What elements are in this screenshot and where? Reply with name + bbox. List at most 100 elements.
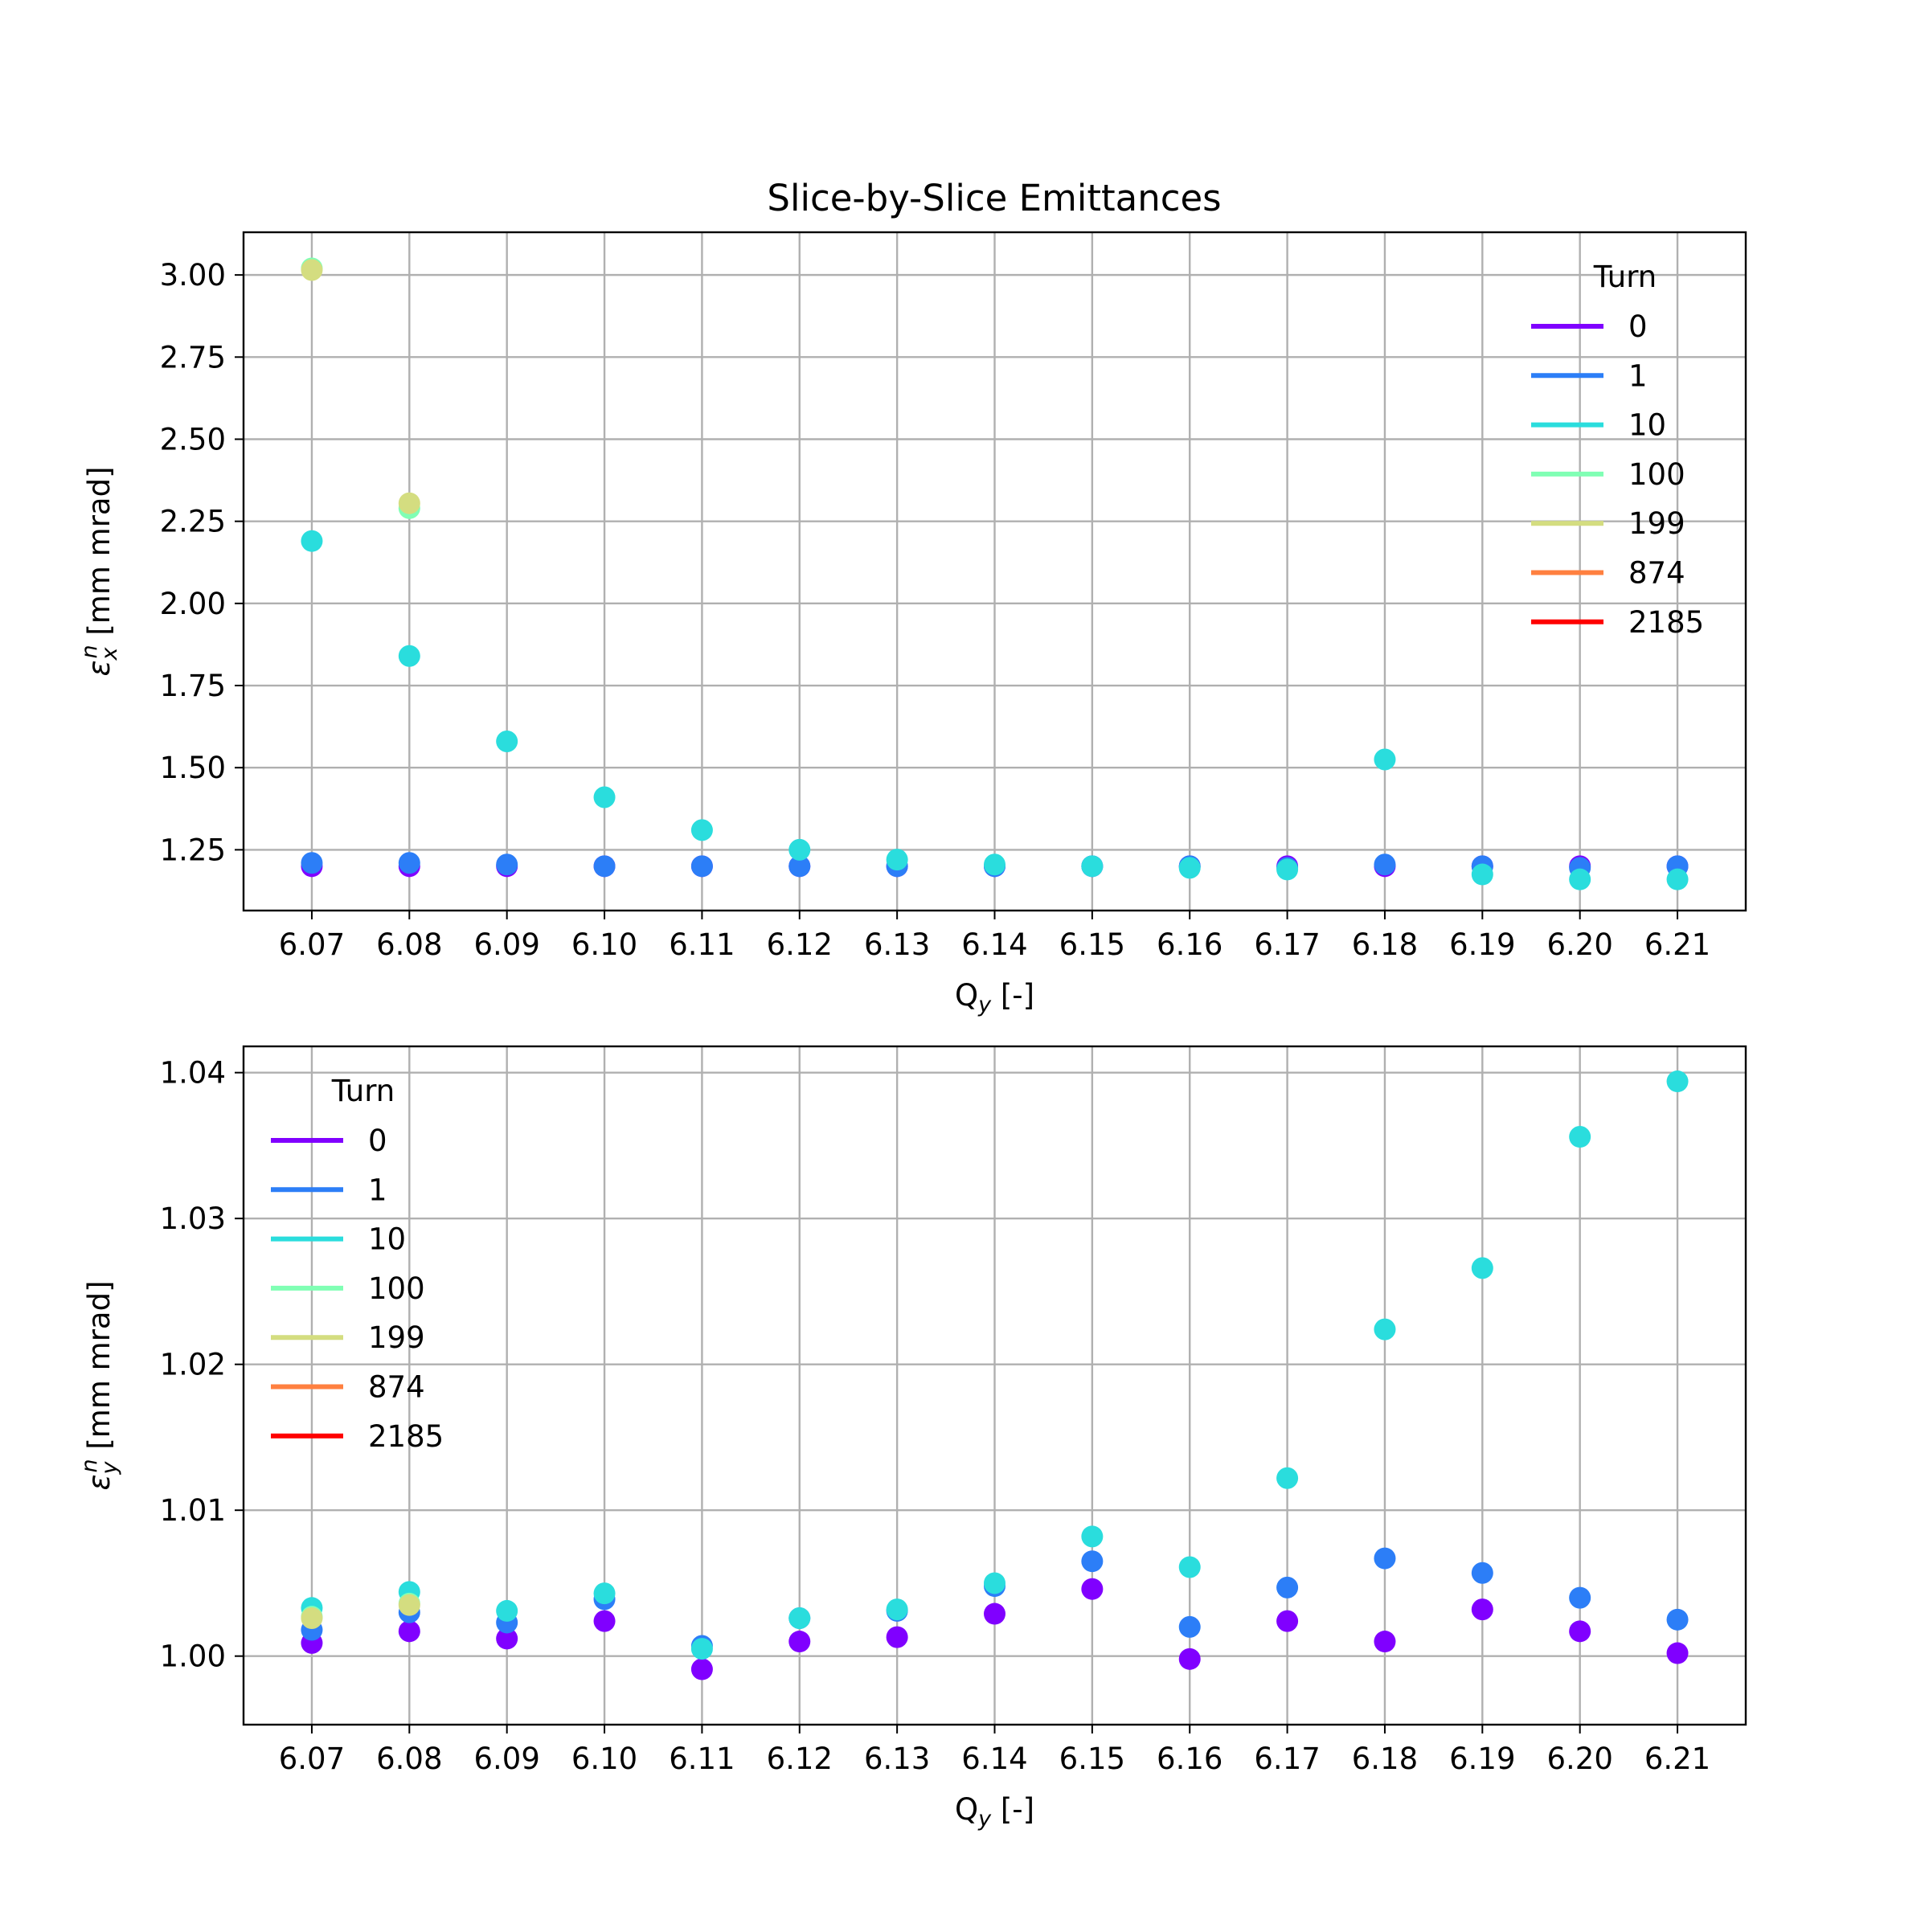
x-tick-label: 6.12: [767, 1742, 833, 1776]
data-point-turn-10: [1666, 1070, 1689, 1093]
legend-label: 10: [1628, 408, 1666, 443]
legend-label: 100: [368, 1271, 425, 1306]
y-tick-label: 1.50: [160, 751, 226, 785]
x-axis-label: Qy [-]: [955, 1792, 1034, 1832]
data-point-turn-10: [1471, 1257, 1493, 1279]
data-point-turn-1: [1374, 1547, 1396, 1570]
y-tick-label: 3.00: [160, 258, 226, 293]
legend-label: 199: [368, 1320, 425, 1355]
legend-title: Turn: [1593, 260, 1657, 294]
x-tick-label: 6.08: [376, 927, 442, 962]
data-point-turn-10: [1081, 855, 1104, 878]
legend-label: 199: [1628, 506, 1685, 541]
x-tick-label: 6.09: [473, 1742, 539, 1776]
data-point-turn-10: [1374, 748, 1396, 771]
emittance-y-panel: 6.07 6.08 6.09 6.10 6.11 6.12 6.13 6.14 6.15 6.16…: [77, 1045, 1747, 1832]
legend-label: 874: [1628, 556, 1685, 591]
axes-frame: [242, 231, 1747, 912]
data-point-turn-1: [1471, 1562, 1493, 1584]
data-point-turn-199: [398, 1594, 420, 1616]
data-point-turn-0: [398, 1620, 420, 1643]
data-point-turn-1: [1178, 1615, 1201, 1638]
data-point-turn-10: [1374, 1318, 1396, 1341]
grid: [244, 232, 1746, 911]
x-tick-label: 6.20: [1546, 1742, 1612, 1776]
x-tick-label: 6.13: [864, 927, 930, 962]
data-point-turn-10: [1569, 868, 1591, 890]
x-tick-label: 6.07: [279, 927, 345, 962]
y-tick-label: 2.75: [160, 340, 226, 375]
data-point-turn-10: [398, 645, 420, 667]
data-point-turn-10: [984, 853, 1005, 876]
x-tick-label: 6.15: [1059, 927, 1125, 962]
data-point-turn-10: [886, 1598, 908, 1621]
legend: Turn 0 1 10 100 199 874 2185: [271, 1074, 444, 1454]
data-point-turn-0: [593, 1610, 616, 1632]
x-tick-label: 6.19: [1449, 927, 1515, 962]
chart-title: Slice-by-Slice Emittances: [767, 177, 1221, 219]
data-point-turn-10: [690, 1638, 713, 1660]
legend-label: 100: [1628, 457, 1685, 492]
emittance-x-panel: 6.07 6.08 6.09 6.10 6.11 6.12 6.13 6.14 6.15 6.16…: [77, 231, 1747, 1017]
data-point-turn-10: [984, 1572, 1005, 1594]
x-tick-label: 6.17: [1254, 1742, 1320, 1776]
x-tick-label: 6.07: [279, 1742, 345, 1776]
data-point-turn-1: [1276, 1576, 1299, 1598]
data-point-turn-0: [496, 1627, 518, 1650]
data-point-turn-10: [690, 819, 713, 841]
x-tick-label: 6.14: [961, 1742, 1027, 1776]
data-point-turn-10: [301, 530, 323, 552]
y-tick-label: 1.00: [160, 1639, 226, 1674]
data-point-turn-1: [1081, 1550, 1104, 1573]
x-tick-label: 6.11: [669, 1742, 735, 1776]
x-tick-label: 6.10: [571, 927, 637, 962]
y-tick-label: 1.25: [160, 833, 226, 867]
data-point-turn-0: [690, 1658, 713, 1680]
legend-label: 0: [1628, 309, 1648, 344]
y-tick-label: 1.04: [160, 1056, 226, 1091]
data-point-turn-1: [496, 853, 518, 876]
legend-label: 1: [368, 1173, 387, 1207]
data-point-turn-10: [1178, 1556, 1201, 1578]
legend-title: Turn: [331, 1074, 395, 1108]
data-point-turn-10: [496, 1599, 518, 1622]
data-point-turn-0: [1569, 1620, 1591, 1643]
scatter-points: [301, 1070, 1689, 1680]
data-point-turn-0: [1374, 1631, 1396, 1653]
data-point-turn-0: [788, 1631, 811, 1653]
data-point-turn-10: [1666, 868, 1689, 890]
y-tick-label: 2.25: [160, 505, 226, 539]
x-tick-label: 6.13: [864, 1742, 930, 1776]
axes-frame: [242, 1045, 1747, 1726]
data-point-turn-1: [690, 855, 713, 878]
data-point-turn-1: [398, 852, 420, 874]
x-axis-label: Qy [-]: [955, 978, 1034, 1017]
x-tick-label: 6.16: [1157, 927, 1223, 962]
x-tick-label: 6.19: [1449, 1742, 1515, 1776]
data-point-turn-0: [984, 1602, 1005, 1625]
data-point-turn-0: [1666, 1642, 1689, 1664]
x-tick-label: 6.08: [376, 1742, 442, 1776]
x-tick-label: 6.14: [961, 927, 1027, 962]
y-axis-label: εyn [mm mrad]: [77, 1280, 122, 1490]
data-point-turn-10: [1276, 858, 1299, 881]
data-point-turn-0: [1471, 1598, 1493, 1621]
data-point-turn-1: [1666, 1608, 1689, 1631]
legend-label: 2185: [1628, 605, 1704, 640]
x-tick-label: 6.21: [1644, 927, 1710, 962]
x-tick-label: 6.18: [1352, 1742, 1418, 1776]
x-tick-label: 6.15: [1059, 1742, 1125, 1776]
data-point-turn-0: [1178, 1648, 1201, 1670]
data-point-turn-10: [593, 786, 616, 808]
data-point-turn-199: [301, 1607, 323, 1630]
y-tick-label: 2.00: [160, 587, 226, 621]
x-tick-label: 6.09: [473, 927, 539, 962]
legend-label: 2185: [368, 1419, 444, 1454]
data-point-turn-0: [1276, 1610, 1299, 1632]
y-tick-label: 1.03: [160, 1201, 226, 1236]
x-tick-label: 6.20: [1546, 927, 1612, 962]
y-tick-label: 1.01: [160, 1493, 226, 1528]
legend-label: 0: [368, 1124, 387, 1158]
x-tick-label: 6.11: [669, 927, 735, 962]
